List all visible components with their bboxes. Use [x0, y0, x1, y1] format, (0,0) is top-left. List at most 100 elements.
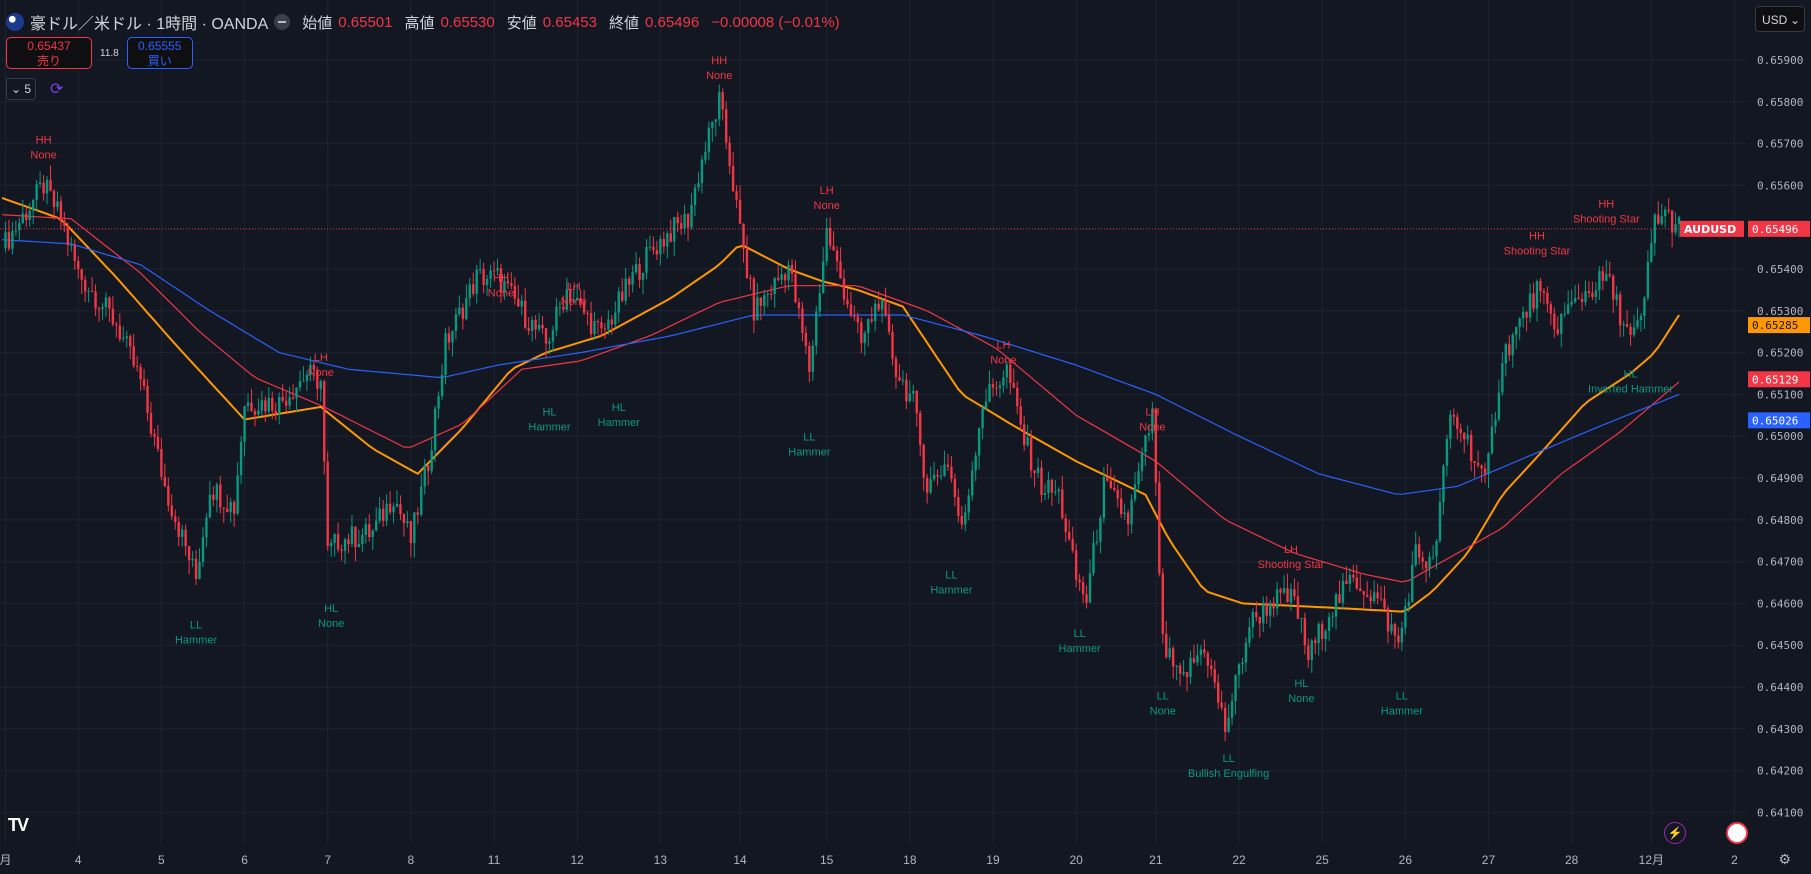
candle-body [1345, 580, 1348, 584]
candle-body [205, 517, 208, 538]
price-tick-label: 0.64300 [1757, 723, 1803, 736]
candle-body [1677, 217, 1681, 225]
market-status-icon[interactable] [274, 14, 291, 30]
annotation-label: Hammer [788, 446, 831, 458]
candle-body [1095, 541, 1099, 543]
candle-body [988, 383, 991, 402]
annotation: LH None [1139, 406, 1165, 433]
candle-body [801, 308, 804, 334]
candle-body [222, 507, 225, 509]
candle-body [149, 412, 153, 434]
candle-body [1310, 640, 1313, 661]
candle-body [1580, 298, 1584, 303]
candle-body [822, 261, 825, 294]
annotation-label: HL [612, 402, 626, 414]
annotation: HL None [1288, 678, 1314, 705]
candle-body [70, 244, 73, 246]
price-tick-label: 0.64800 [1757, 514, 1803, 527]
candle-body [1074, 550, 1078, 580]
price-tick-label: 0.65000 [1757, 430, 1803, 443]
candle-body [763, 295, 766, 306]
candle-body [1286, 588, 1289, 603]
settings-gear-icon[interactable]: ⚙ [1778, 851, 1791, 867]
candle-body [662, 239, 666, 247]
annotation-label: None [318, 618, 344, 630]
candle-body [1390, 624, 1393, 632]
candle-body [163, 476, 167, 487]
annotation-label: None [1150, 706, 1176, 718]
annotation: LL Bullish Engulfing [1188, 753, 1269, 780]
candle-body [1511, 334, 1514, 356]
annotation-label: None [561, 296, 587, 308]
candle-body [1268, 602, 1272, 616]
candle-body [236, 475, 239, 514]
ma-line-2 [1, 239, 1680, 495]
candle-body [1494, 419, 1497, 427]
candle-body [1126, 512, 1130, 525]
candle-body [877, 303, 880, 310]
candle-body [7, 232, 11, 249]
candle-body [1480, 465, 1483, 469]
us-flag-icon[interactable] [1726, 822, 1748, 844]
candle-body [59, 201, 63, 221]
low-value: 0.65453 [542, 13, 597, 31]
candle-body [894, 358, 898, 378]
candle-body [1334, 594, 1338, 617]
candle-body [1171, 648, 1175, 667]
currency-select[interactable]: USD ⌄ [1755, 6, 1805, 32]
annotation: HH Shooting Star [1504, 231, 1571, 258]
sync-icon[interactable]: ⟳ [50, 81, 64, 98]
candle-body [49, 179, 52, 191]
candle-body [1296, 596, 1300, 619]
candle-body [426, 465, 430, 472]
buy-button[interactable]: 0.65555 買い [126, 37, 193, 69]
candle-body [104, 297, 108, 308]
candle-body [1213, 669, 1216, 683]
candle-body [1081, 582, 1085, 595]
candle-body [887, 315, 891, 332]
tradingview-logo[interactable]: TV [8, 815, 29, 835]
candle-body [828, 228, 832, 246]
candle-body [1026, 437, 1029, 446]
candle-body [922, 444, 925, 478]
candle-body [1355, 577, 1359, 589]
candle-body [409, 521, 413, 544]
candle-body [212, 494, 215, 500]
candle-body [1158, 482, 1161, 574]
annotation-label: Shooting Star [1504, 246, 1571, 258]
symbol-title[interactable]: 豪ドル／米ドル · 1時間 · OANDA [30, 16, 269, 33]
annotation-label: None [706, 70, 732, 82]
candle-body [655, 249, 659, 255]
candle-body [1397, 635, 1400, 643]
price-tick-label: 0.64900 [1757, 472, 1803, 485]
lightning-icon[interactable]: ⚡ [1664, 822, 1686, 844]
candle-body [160, 449, 163, 477]
candle-body [1234, 675, 1237, 702]
candle-body [856, 316, 860, 323]
candle-body [1123, 512, 1126, 515]
candle-body [1594, 290, 1598, 297]
candle-body [1490, 426, 1494, 453]
candle-body [1331, 616, 1334, 618]
trade-panel: 0.65437 売り 11.8 0.65555 買い [6, 37, 193, 69]
time-axis[interactable]: 月 4 5 6 7 8 11 12 13 14 15 18 19 20 21 22 25 26 27 28 12月 2 [0, 853, 1738, 867]
candle-body [693, 187, 697, 206]
sell-button[interactable]: 0.65437 売り [6, 37, 92, 69]
candle-body [1497, 392, 1501, 420]
candle-body [704, 151, 707, 160]
candle-body [1133, 484, 1137, 500]
candle-body [284, 400, 288, 406]
annotation-label: LH [314, 352, 328, 364]
candle-body [492, 270, 496, 272]
annotation-label: LH [567, 281, 581, 293]
candle-body [1338, 594, 1341, 603]
candle-body [773, 277, 776, 294]
indicators-toggle-button[interactable]: ⌄ 5 [6, 78, 36, 100]
change-value: −0.00008 (−0.01%) [711, 13, 840, 31]
price-axis[interactable]: 0.65900 0.65800 0.65700 0.65600 0.65400 0.653… [1680, 0, 1811, 874]
symbol-tag-label: AUDUSD [1684, 223, 1736, 236]
candle-body [1584, 291, 1587, 303]
low-label: 安値 [506, 14, 537, 32]
candle-body [468, 284, 471, 298]
